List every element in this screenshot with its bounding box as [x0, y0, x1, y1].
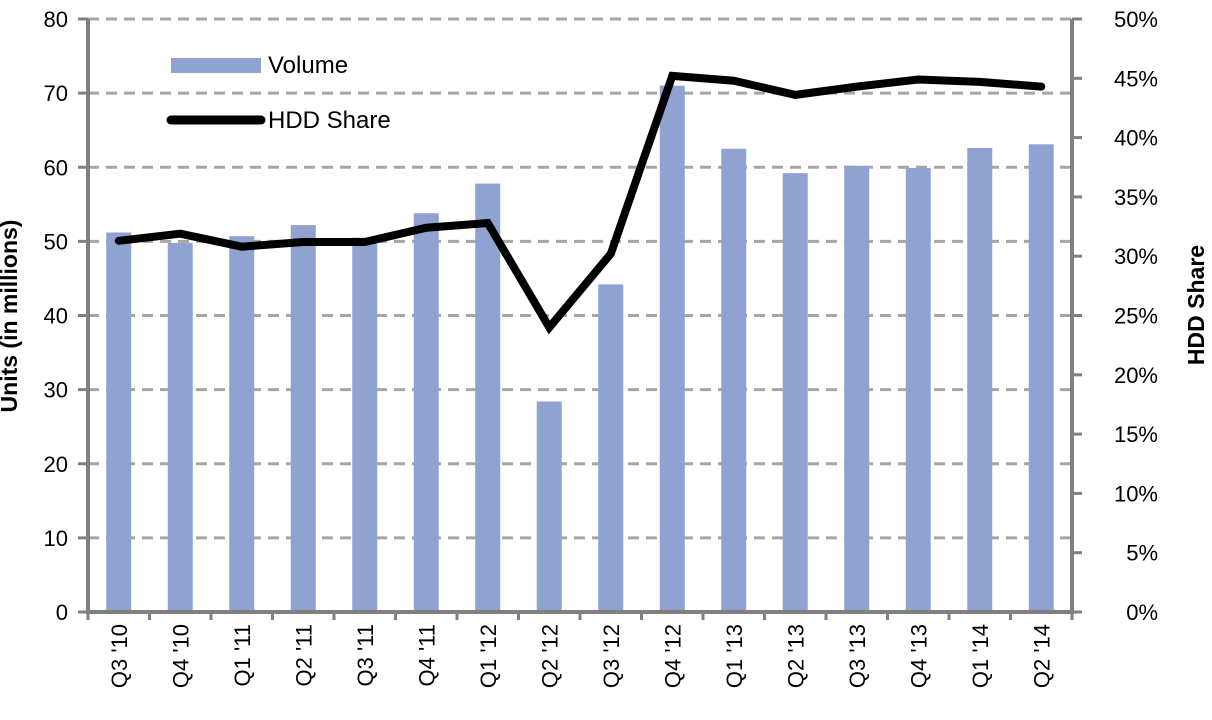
x-tick-labels: Q3 '10 Q4 '10 Q1 '11 Q2 '11 Q3 '11 Q4 '11 Q1 '… — [86, 612, 1074, 688]
y-right-tick-label: 20% — [1114, 363, 1158, 388]
bar-volume — [475, 183, 501, 612]
y-right-tick-label: 50% — [1114, 7, 1158, 32]
y-tick-label: 40 — [44, 304, 68, 329]
x-tick-label: Q4 '11 — [414, 624, 439, 687]
y-right-tick-label: 25% — [1114, 304, 1158, 329]
legend-label-volume: Volume — [268, 52, 348, 79]
left-axis-title: Units (in millions) — [0, 220, 22, 413]
bar-volume — [1028, 144, 1054, 613]
x-tick-label: Q2 '11 — [291, 624, 316, 687]
x-tick-label: Q1 '11 — [230, 624, 255, 687]
y-tick-label: 60 — [44, 155, 68, 180]
right-tick-labels: 0% 5% 10% 15% 20% 25% 30% 35% 40% 45% 50% — [1072, 7, 1158, 625]
bar-volume — [659, 85, 685, 612]
y-tick-label: 80 — [44, 7, 68, 32]
y-tick-label: 0 — [56, 600, 68, 625]
bar-volume — [352, 237, 378, 612]
x-tick-label: Q2 '13 — [783, 624, 808, 688]
legend-swatch-volume — [171, 58, 261, 73]
bar-series-volume — [106, 85, 1054, 613]
y-right-tick-label: 10% — [1114, 481, 1158, 506]
bar-volume — [967, 147, 993, 613]
x-tick-label: Q2 '14 — [1029, 624, 1054, 688]
x-tick-label: Q3 '13 — [845, 624, 870, 688]
legend: Volume HDD Share — [166, 52, 391, 134]
bar-volume — [721, 148, 747, 612]
legend-label-hdd-share: HDD Share — [268, 107, 391, 134]
y-right-tick-label: 15% — [1114, 422, 1158, 447]
line-hdd-share — [114, 71, 1046, 335]
bar-volume — [229, 236, 255, 612]
y-tick-label: 50 — [44, 229, 68, 254]
y-tick-label: 30 — [44, 378, 68, 403]
right-axis-title: HDD Share — [1183, 245, 1209, 365]
bar-volume — [106, 232, 132, 613]
y-tick-label: 20 — [44, 452, 68, 477]
bar-volume — [844, 165, 870, 612]
x-tick-label: Q3 '12 — [599, 624, 624, 688]
bar-volume — [290, 225, 316, 612]
x-tick-label: Q2 '12 — [537, 624, 562, 688]
y-tick-label: 70 — [44, 81, 68, 106]
y-tick-label: 10 — [44, 526, 68, 551]
y-right-tick-label: 5% — [1126, 541, 1158, 566]
bar-volume — [413, 213, 439, 612]
x-tick-label: Q3 '10 — [107, 624, 132, 688]
x-tick-label: Q4 '10 — [168, 624, 193, 688]
x-tick-label: Q4 '12 — [660, 624, 685, 688]
x-tick-label: Q1 '12 — [476, 624, 501, 688]
x-tick-label: Q3 '11 — [353, 624, 378, 687]
bar-volume — [905, 167, 931, 612]
y-right-tick-label: 0% — [1126, 600, 1158, 625]
y-right-tick-label: 45% — [1114, 66, 1158, 91]
y-right-tick-label: 30% — [1114, 244, 1158, 269]
left-tick-labels: 0 10 20 30 40 50 60 70 80 — [44, 7, 88, 625]
bar-volume — [598, 284, 624, 612]
x-tick-label: Q1 '13 — [722, 624, 747, 688]
x-tick-label: Q1 '14 — [968, 624, 993, 688]
line-series-hdd-share — [114, 71, 1046, 335]
bar-volume — [536, 401, 562, 612]
x-tick-label: Q4 '13 — [906, 624, 931, 688]
y-right-tick-label: 35% — [1114, 185, 1158, 210]
bar-volume — [167, 242, 193, 613]
y-right-tick-label: 40% — [1114, 126, 1158, 151]
bar-volume — [782, 173, 808, 612]
